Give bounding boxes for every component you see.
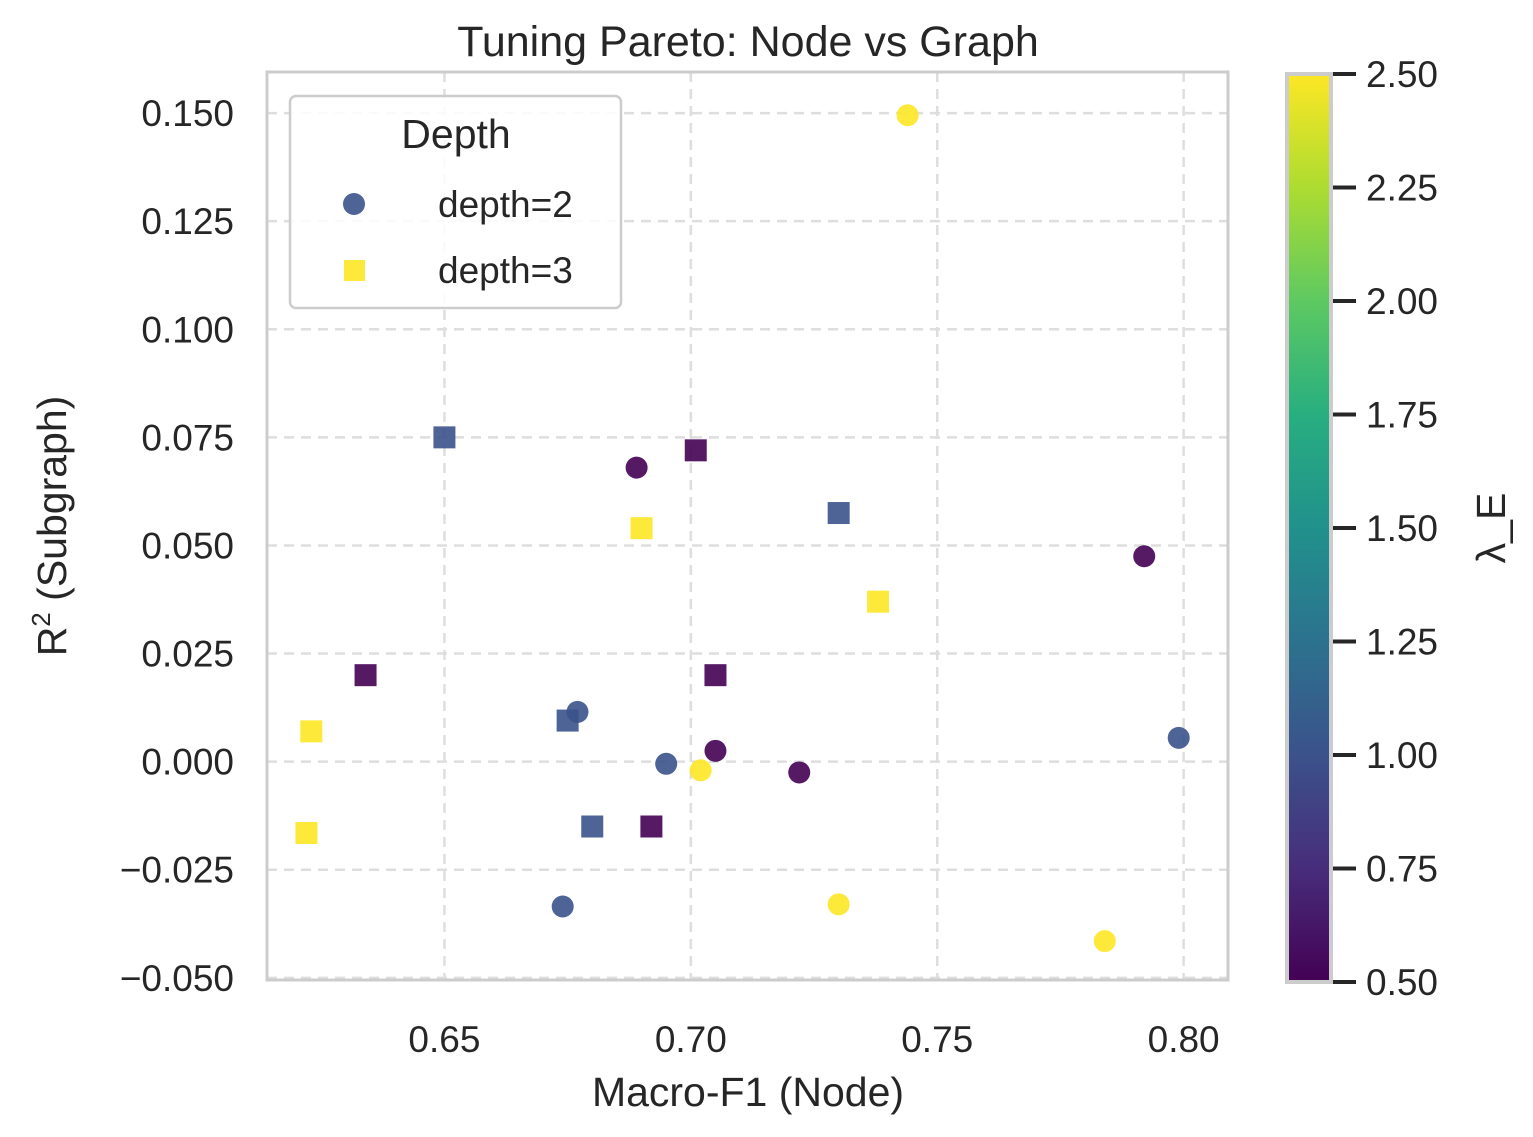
scatter-point-depth-3 — [433, 426, 456, 449]
data-points — [295, 104, 1190, 953]
y-axis-label-superscript: 2 — [26, 612, 56, 626]
colorbar-tick-label: 1.75 — [1366, 395, 1438, 436]
scatter-point-depth-3 — [300, 720, 323, 743]
y-axis-label: R2 (Subgraph) — [26, 396, 75, 657]
scatter-point-depth-3 — [630, 517, 653, 540]
y-tick-label: 0.075 — [141, 417, 234, 458]
y-tick-label: 0.025 — [141, 634, 234, 675]
colorbar-tick-label: 2.50 — [1366, 54, 1438, 95]
scatter-point-depth-2 — [1133, 545, 1156, 568]
x-tick-label: 0.70 — [655, 1019, 727, 1060]
scatter-point-depth-2 — [896, 104, 919, 127]
colorbar-tick-label: 1.25 — [1366, 622, 1438, 663]
scatter-point-depth-2 — [655, 752, 678, 775]
scatter-point-depth-3 — [581, 815, 604, 838]
y-tick-label: −0.025 — [120, 850, 234, 891]
legend-marker-depth-2 — [343, 193, 365, 215]
x-axis-label: Macro-F1 (Node) — [592, 1069, 904, 1115]
chart-title: Tuning Pareto: Node vs Graph — [457, 18, 1039, 66]
colorbar-tick-label: 1.00 — [1366, 735, 1438, 776]
y-tick-label: 0.100 — [141, 309, 234, 350]
plot-frame — [265, 70, 1230, 982]
scatter-point-depth-2 — [788, 761, 811, 784]
legend-marker-depth-3 — [344, 260, 365, 281]
y-tick-label: 0.050 — [141, 525, 234, 566]
scatter-point-depth-2 — [1167, 726, 1190, 749]
x-tick-label: 0.75 — [901, 1019, 973, 1060]
colorbar-tick-label: 2.00 — [1366, 281, 1438, 322]
scatter-point-depth-2 — [625, 456, 648, 479]
scatter-point-depth-3 — [640, 815, 663, 838]
x-tick-label: 0.65 — [408, 1019, 480, 1060]
y-tick-label: 0.125 — [141, 201, 234, 242]
scatter-point-depth-3 — [556, 709, 579, 732]
colorbar-tick-label: 0.50 — [1366, 962, 1438, 1003]
x-axis-ticks: 0.65 0.70 0.75 0.80 — [408, 1019, 1219, 1060]
scatter-point-depth-3 — [295, 821, 318, 844]
scatter-point-depth-2 — [827, 893, 850, 916]
scatter-point-depth-3 — [704, 664, 727, 687]
legend-title: Depth — [401, 111, 510, 157]
colorbar-ticks: 0.50 0.75 1.00 1.25 1.50 1.75 2.00 2.25 2.50 — [1333, 54, 1438, 1003]
colorbar-tick-label: 2.25 — [1366, 168, 1438, 209]
y-tick-label: −0.050 — [120, 958, 234, 999]
scatter-point-depth-3 — [867, 590, 890, 613]
y-axis-label-main: R — [29, 627, 75, 657]
legend-label-depth-2: depth=2 — [438, 184, 573, 225]
colorbar-tick-label: 0.75 — [1366, 849, 1438, 890]
scatter-point-depth-2 — [704, 739, 727, 762]
x-tick-label: 0.80 — [1148, 1019, 1220, 1060]
colorbar-gradient — [1285, 72, 1333, 984]
y-axis-ticks: −0.050 −0.025 0.000 0.025 0.050 0.075 0.100 0.1… — [120, 93, 234, 999]
scatter-point-depth-3 — [354, 664, 377, 687]
colorbar-label: λ_E — [1468, 493, 1514, 564]
scatter-point-depth-2 — [551, 895, 574, 918]
legend: Depth depth=2 depth=3 — [288, 94, 623, 310]
legend-label-depth-3: depth=3 — [438, 250, 573, 291]
scatter-point-depth-3 — [827, 502, 850, 525]
scatter-point-depth-2 — [689, 759, 712, 782]
colorbar: 0.50 0.75 1.00 1.25 1.50 1.75 2.00 2.25 2.50 λ_E — [1285, 54, 1514, 1003]
y-tick-label: 0.000 — [141, 742, 234, 783]
y-axis-label-rest: (Subgraph) — [29, 396, 75, 613]
y-tick-label: 0.150 — [141, 93, 234, 134]
scatter-point-depth-3 — [684, 439, 707, 462]
legend-box — [288, 94, 623, 310]
scatter-point-depth-2 — [1093, 930, 1116, 953]
colorbar-tick-label: 1.50 — [1366, 508, 1438, 549]
